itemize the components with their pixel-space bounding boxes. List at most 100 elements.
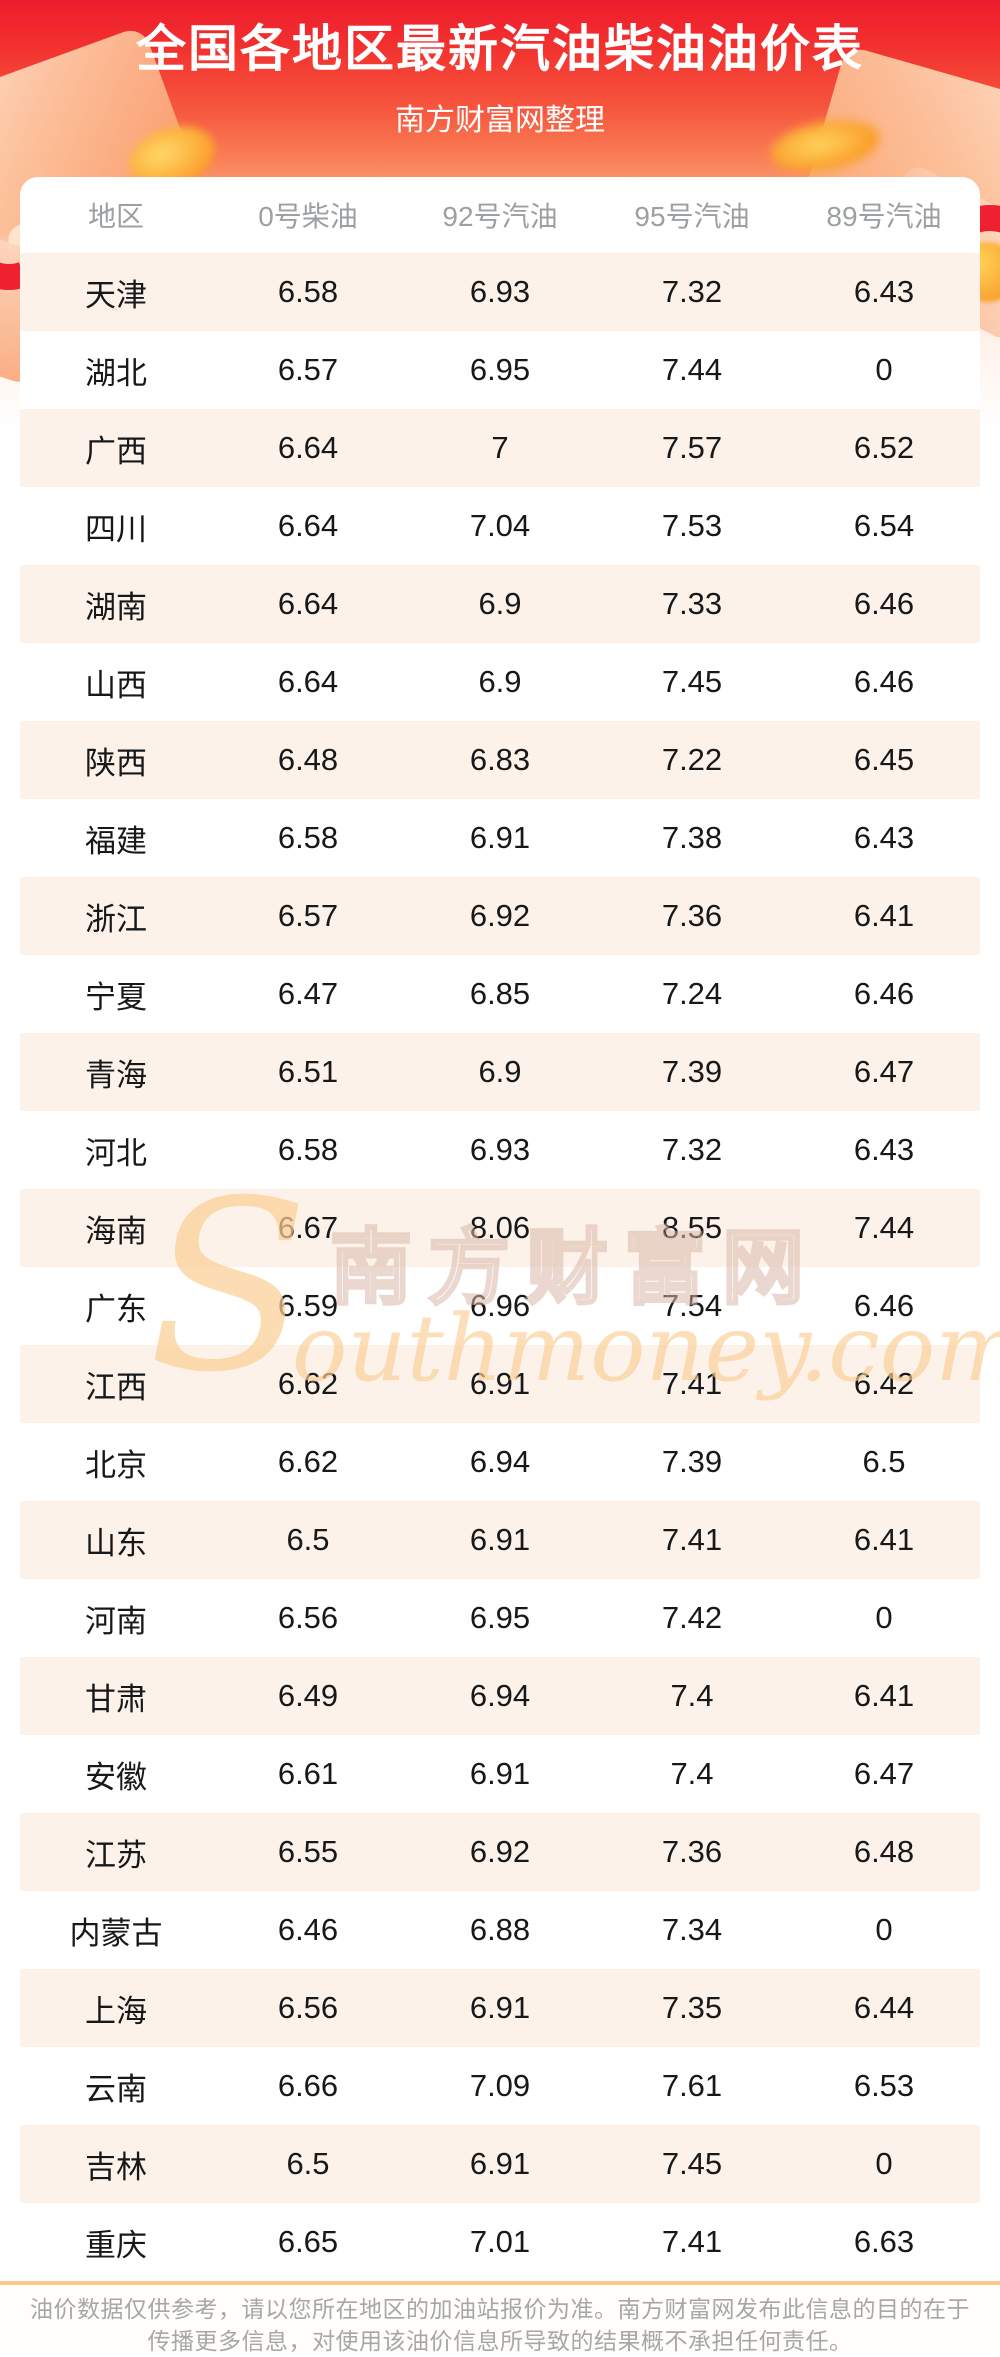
- gas95-cell: 7.4: [670, 1678, 714, 1713]
- diesel0-cell: 6.56: [277, 1990, 339, 2025]
- gas92-cell: 6.91: [469, 1522, 531, 1557]
- diesel0-cell: 6.57: [277, 352, 339, 387]
- gas95-cell: 7.36: [661, 898, 723, 933]
- diesel0-cell: 6.5: [286, 1522, 330, 1557]
- gas92-cell: 6.91: [469, 1756, 531, 1791]
- gas92-cell: 7: [491, 430, 509, 465]
- diesel0-cell: 6.58: [277, 1132, 339, 1167]
- region-cell: 广西: [85, 433, 147, 469]
- gas89-cell: 7.44: [853, 1210, 915, 1245]
- diesel0-cell: 6.49: [277, 1678, 339, 1713]
- gas95-cell: 7.41: [661, 1522, 723, 1557]
- region-cell: 浙江: [85, 901, 147, 937]
- diesel0-cell: 6.55: [277, 1834, 339, 1869]
- region-cell: 天津: [85, 277, 147, 313]
- table-row: 四川 6.64 7.04 7.53 6.54: [20, 487, 980, 565]
- gas89-cell: 0: [875, 1600, 893, 1635]
- gas92-cell: 6.95: [469, 1600, 531, 1635]
- gas95-cell: 7.45: [661, 2146, 723, 2181]
- table-row: 江苏 6.55 6.92 7.36 6.48: [20, 1813, 980, 1891]
- column-header-gas89: 89号汽油: [826, 201, 942, 232]
- diesel0-cell: 6.57: [277, 898, 339, 933]
- table-row: 甘肃 6.49 6.94 7.4 6.41: [20, 1657, 980, 1735]
- diesel0-cell: 6.64: [277, 430, 339, 465]
- diesel0-cell: 6.62: [277, 1444, 339, 1479]
- gas89-cell: 6.5: [862, 1444, 906, 1479]
- table-row: 天津 6.58 6.93 7.32 6.43: [20, 253, 980, 331]
- region-cell: 云南: [85, 2071, 147, 2107]
- region-cell: 上海: [85, 1993, 147, 2029]
- diesel0-cell: 6.48: [277, 742, 339, 777]
- diesel0-cell: 6.65: [277, 2224, 339, 2259]
- gas89-cell: 6.47: [853, 1756, 915, 1791]
- column-header-gas95: 95号汽油: [634, 201, 750, 232]
- gas95-cell: 7.57: [661, 430, 723, 465]
- gas92-cell: 6.92: [469, 1834, 531, 1869]
- gas95-cell: 7.24: [661, 976, 723, 1011]
- gas92-cell: 6.94: [469, 1678, 531, 1713]
- diesel0-cell: 6.67: [277, 1210, 339, 1245]
- gas92-cell: 7.09: [469, 2068, 531, 2103]
- diesel0-cell: 6.47: [277, 976, 339, 1011]
- gas89-cell: 6.43: [853, 820, 915, 855]
- table-row: 山西 6.64 6.9 7.45 6.46: [20, 643, 980, 721]
- gas89-cell: 6.44: [853, 1990, 915, 2025]
- gas92-cell: 6.83: [469, 742, 531, 777]
- gas89-cell: 6.41: [853, 1678, 915, 1713]
- table-row: 山东 6.5 6.91 7.41 6.41: [20, 1501, 980, 1579]
- gas89-cell: 6.43: [853, 274, 915, 309]
- region-cell: 江西: [85, 1369, 147, 1405]
- gas95-cell: 7.38: [661, 820, 723, 855]
- table-header-row: 地区 0号柴油 92号汽油 95号汽油 89号汽油: [20, 177, 980, 253]
- region-cell: 海南: [85, 1213, 147, 1249]
- diesel0-cell: 6.46: [277, 1912, 339, 1947]
- disclaimer-text: 油价数据仅供参考，请以您所在地区的加油站报价为准。南方财富网发布此信息的目的在于…: [30, 2296, 970, 2354]
- page-title: 全国各地区最新汽油柴油油价表: [136, 21, 864, 77]
- table-header: 地区 0号柴油 92号汽油 95号汽油 89号汽油: [20, 177, 980, 253]
- region-cell: 河北: [85, 1135, 147, 1171]
- disclaimer-footer: 油价数据仅供参考，请以您所在地区的加油站报价为准。南方财富网发布此信息的目的在于…: [0, 2281, 1000, 2356]
- gas89-cell: 6.46: [853, 664, 915, 699]
- table-row: 湖南 6.64 6.9 7.33 6.46: [20, 565, 980, 643]
- gas89-cell: 6.46: [853, 976, 915, 1011]
- diesel0-cell: 6.66: [277, 2068, 339, 2103]
- region-cell: 甘肃: [85, 1681, 147, 1717]
- region-cell: 青海: [85, 1057, 147, 1093]
- region-cell: 河南: [85, 1603, 147, 1639]
- gas95-cell: 7.39: [661, 1054, 723, 1089]
- diesel0-cell: 6.58: [277, 274, 339, 309]
- diesel0-cell: 6.64: [277, 586, 339, 621]
- gas92-cell: 6.9: [478, 1054, 522, 1089]
- gas92-cell: 6.93: [469, 1132, 531, 1167]
- gas89-cell: 6.52: [853, 430, 915, 465]
- gas92-cell: 6.91: [469, 1366, 531, 1401]
- gas92-cell: 6.9: [478, 664, 522, 699]
- gas89-cell: 0: [875, 352, 893, 387]
- gas92-cell: 6.91: [469, 1990, 531, 2025]
- region-cell: 江苏: [85, 1837, 147, 1873]
- table-row: 青海 6.51 6.9 7.39 6.47: [20, 1033, 980, 1111]
- table-row: 北京 6.62 6.94 7.39 6.5: [20, 1423, 980, 1501]
- gas95-cell: 7.32: [661, 274, 723, 309]
- table-row: 广西 6.64 7 7.57 6.52: [20, 409, 980, 487]
- column-header-gas92: 92号汽油: [442, 201, 558, 232]
- gas95-cell: 7.32: [661, 1132, 723, 1167]
- gas95-cell: 7.41: [661, 2224, 723, 2259]
- gas89-cell: 6.54: [853, 508, 915, 543]
- gas92-cell: 6.95: [469, 352, 531, 387]
- gas92-cell: 6.91: [469, 2146, 531, 2181]
- gas89-cell: 6.63: [853, 2224, 915, 2259]
- gas95-cell: 7.4: [670, 1756, 714, 1791]
- gas95-cell: 7.34: [661, 1912, 723, 1947]
- gas95-cell: 7.61: [661, 2068, 723, 2103]
- gas92-cell: 6.93: [469, 274, 531, 309]
- gas92-cell: 6.85: [469, 976, 531, 1011]
- table-row: 云南 6.66 7.09 7.61 6.53: [20, 2047, 980, 2125]
- table-row: 内蒙古 6.46 6.88 7.34 0: [20, 1891, 980, 1969]
- fuel-price-table-card: 地区 0号柴油 92号汽油 95号汽油 89号汽油 天津 6.58 6.93 7…: [20, 177, 980, 2281]
- diesel0-cell: 6.5: [286, 2146, 330, 2181]
- gas92-cell: 6.96: [469, 1288, 531, 1323]
- diesel0-cell: 6.58: [277, 820, 339, 855]
- gas95-cell: 7.41: [661, 1366, 723, 1401]
- gas89-cell: 6.53: [853, 2068, 915, 2103]
